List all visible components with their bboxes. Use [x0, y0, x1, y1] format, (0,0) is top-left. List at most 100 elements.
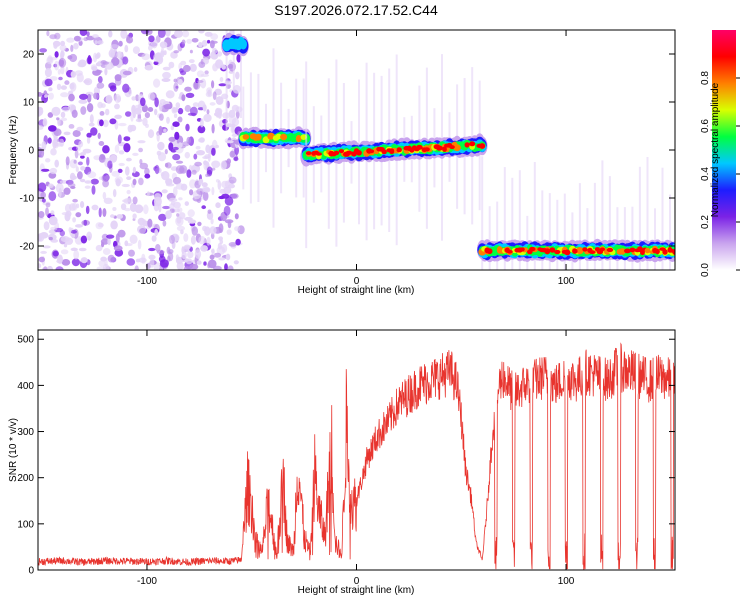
spectrogram-y-axis-label: Frequency (Hz) [8, 116, 19, 185]
noise-blob [87, 93, 92, 103]
noise-blob [58, 187, 62, 198]
noise-blob [144, 173, 151, 179]
noise-blob [206, 87, 213, 94]
colorbar-tick-label: 0.8 [700, 71, 711, 85]
noise-blob [149, 258, 155, 268]
noise-blob [207, 259, 217, 269]
signal-cell [333, 150, 340, 156]
signal-cell [453, 144, 461, 152]
noise-blob [38, 125, 44, 130]
signal-halo [586, 208, 589, 270]
noise-blob [84, 78, 93, 86]
noise-blob [153, 78, 161, 88]
noise-blob [171, 106, 177, 114]
x-tick-label: 0 [354, 576, 360, 587]
noise-blob [141, 53, 150, 61]
noise-blob [203, 113, 212, 123]
signal-halo [623, 207, 626, 270]
signal-cell [599, 247, 606, 252]
snr-y-axis-label: SNR (10 * v/v) [8, 418, 19, 482]
noise-blob [158, 102, 163, 112]
noise-blob [162, 71, 171, 79]
noise-blob [160, 172, 165, 177]
signal-cell [356, 150, 362, 156]
signal-cell [506, 249, 513, 254]
noise-blob [110, 44, 119, 49]
noise-blob [45, 202, 51, 208]
noise-blob [76, 126, 84, 132]
snr-series-line [38, 342, 675, 570]
signal-halo [601, 160, 604, 270]
signal-band-2 [237, 48, 312, 228]
noise-blob [215, 202, 221, 209]
noise-blob [169, 234, 175, 244]
noise-blob [73, 35, 81, 42]
noise-blob [235, 238, 241, 246]
noise-blob [168, 136, 176, 142]
noise-blob [143, 204, 149, 215]
noise-blob [212, 91, 217, 100]
noise-blob [49, 76, 58, 81]
noise-blob [144, 167, 150, 176]
noise-blob [126, 176, 132, 181]
noise-blob [56, 83, 62, 91]
noise-blob [60, 111, 66, 118]
noise-blob [180, 70, 187, 76]
noise-blob [76, 145, 81, 151]
noise-blob [97, 76, 103, 84]
noise-blob [197, 221, 202, 227]
noise-blob [108, 30, 113, 38]
noise-blob [73, 159, 77, 164]
signal-cell [572, 248, 578, 254]
noise-blob [118, 122, 127, 127]
noise-blob [105, 94, 113, 104]
noise-blob [126, 189, 131, 195]
noise-blob [206, 236, 211, 246]
noise-blob [207, 152, 211, 162]
signal-cell [242, 134, 250, 140]
noise-blob [74, 149, 79, 159]
noise-blob [122, 70, 132, 76]
x-tick-label: 100 [558, 276, 575, 287]
snr-ticks: -100 0 100 0 100 200 300 400 500 [17, 330, 675, 587]
noise-blob [51, 106, 61, 116]
noise-blob [86, 132, 92, 138]
noise-blob [200, 118, 204, 128]
noise-blob [174, 30, 183, 38]
noise-blob [139, 228, 147, 234]
noise-blob [107, 160, 113, 169]
noise-blob [221, 244, 228, 253]
noise-blob [184, 86, 192, 92]
noise-blob [66, 37, 75, 43]
noise-blob [70, 71, 77, 78]
noise-blob [132, 152, 139, 156]
noise-blob [161, 78, 171, 82]
signal-halo [240, 30, 242, 119]
noise-blob [45, 158, 51, 163]
noise-blob [97, 132, 101, 139]
noise-blob [218, 257, 226, 261]
noise-blob [197, 107, 204, 111]
noise-blob [120, 203, 127, 211]
noise-blob [123, 197, 133, 205]
y-tick-label: 0 [28, 146, 34, 157]
noise-blob [80, 235, 88, 244]
noise-blob [75, 166, 79, 173]
noise-blob [210, 33, 219, 40]
noise-blob [64, 203, 72, 213]
noise-blob [168, 61, 175, 69]
noise-blob [114, 114, 122, 120]
noise-blob [105, 108, 110, 116]
y-tick-label: 100 [17, 519, 34, 530]
noise-blob [125, 243, 133, 247]
noise-blob [101, 175, 106, 182]
noise-blob [96, 266, 106, 270]
colorbar-tick-label: 0.2 [700, 215, 711, 229]
noise-blob [154, 97, 159, 108]
noise-blob [61, 106, 70, 112]
noise-blob [165, 30, 171, 37]
noise-blob [187, 112, 197, 116]
noise-blob [99, 111, 105, 116]
noise-blob [218, 195, 225, 200]
